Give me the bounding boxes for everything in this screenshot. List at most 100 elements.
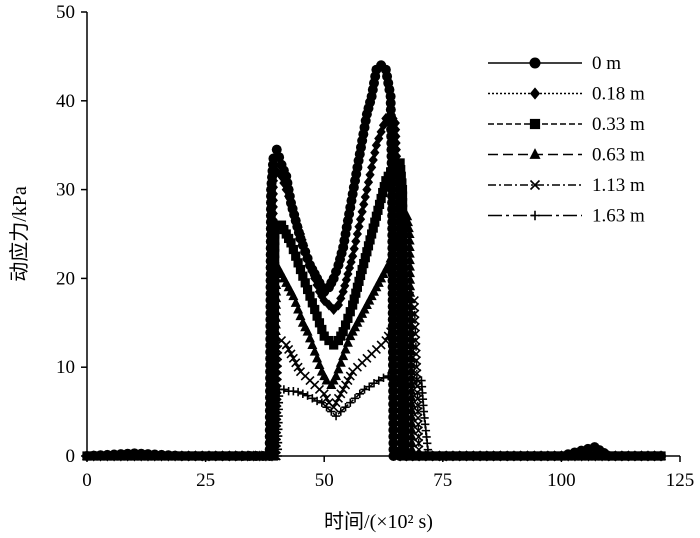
data-point-plus — [279, 385, 289, 394]
data-point-x — [293, 362, 303, 372]
data-point-x — [331, 398, 341, 408]
data-point-square — [398, 210, 408, 221]
data-point-plus — [384, 371, 393, 381]
data-point-triangle — [270, 338, 281, 349]
data-point-diamond — [368, 154, 378, 166]
data-point-diamond — [393, 216, 403, 228]
data-point-triangle — [405, 332, 416, 343]
data-point-triangle — [406, 391, 417, 402]
x-axis-title: 时间/(×10² s) — [324, 510, 433, 533]
data-point-x — [273, 344, 283, 355]
data-point-diamond — [393, 210, 403, 222]
data-point-diamond — [272, 166, 282, 178]
data-point-x — [400, 300, 410, 310]
data-point-x — [272, 371, 282, 381]
data-point-circle — [529, 57, 541, 69]
data-point-square — [312, 311, 322, 321]
data-point-plus — [317, 398, 327, 407]
data-point-triangle — [338, 350, 349, 361]
data-point-triangle — [405, 319, 416, 330]
data-point-diamond — [346, 256, 356, 268]
data-point-square — [300, 278, 310, 288]
data-point-square — [399, 405, 410, 416]
data-point-x — [345, 371, 355, 381]
data-point-square — [370, 217, 380, 227]
data-point-plus — [374, 376, 383, 385]
data-point-square — [379, 182, 389, 192]
data-point-diamond — [386, 108, 396, 120]
x-tick-label: 25 — [196, 470, 215, 491]
data-point-plus — [293, 387, 303, 397]
data-point-triangle — [385, 252, 396, 263]
data-point-x — [272, 358, 283, 368]
data-point-square — [397, 178, 407, 188]
data-point-square — [360, 253, 370, 263]
data-point-square — [399, 392, 409, 403]
data-point-triangle — [403, 222, 414, 233]
data-point-diamond — [268, 188, 278, 200]
data-point-square — [398, 256, 408, 266]
data-point-diamond — [376, 126, 386, 138]
data-point-plus — [530, 210, 540, 221]
data-point-triangle — [342, 337, 353, 347]
data-point-triangle — [271, 285, 282, 296]
data-point-x — [338, 384, 348, 394]
data-point-triangle — [405, 267, 416, 278]
data-point-square — [355, 270, 366, 281]
data-point-square — [398, 236, 408, 247]
data-point-diamond — [336, 292, 346, 304]
data-point-triangle — [404, 234, 415, 245]
data-point-plus — [393, 376, 402, 385]
data-point-square — [305, 291, 315, 301]
data-point-square — [395, 158, 405, 168]
data-point-triangle — [271, 272, 282, 283]
data-point-square — [310, 304, 320, 315]
data-point-diamond — [307, 266, 317, 278]
data-point-diamond — [395, 411, 405, 423]
data-point-square — [398, 288, 409, 299]
data-point-diamond — [391, 137, 401, 149]
data-point-square — [398, 308, 409, 318]
data-point-triangle — [406, 365, 417, 376]
data-point-plus — [398, 378, 407, 388]
data-point-triangle — [405, 273, 416, 284]
data-point-square — [270, 229, 280, 239]
data-point-triangle — [403, 216, 414, 227]
data-point-diamond — [394, 385, 405, 397]
data-point-triangle — [270, 325, 281, 336]
data-point-x — [402, 296, 412, 306]
data-point-square — [359, 259, 369, 269]
data-point-diamond — [268, 214, 278, 226]
data-point-square — [270, 248, 280, 259]
data-point-x — [386, 327, 396, 337]
data-point-square — [400, 444, 410, 455]
data-point-plus — [365, 382, 374, 391]
data-point-diamond — [394, 366, 404, 378]
data-point-diamond — [291, 215, 301, 227]
data-point-square — [291, 251, 301, 261]
data-point-triangle — [271, 305, 282, 316]
legend-item: 0.63 m — [488, 145, 645, 166]
data-point-square — [399, 373, 409, 383]
data-point-diamond — [393, 275, 404, 287]
data-point-plus — [388, 373, 398, 383]
y-tick-label: 10 — [56, 357, 75, 378]
data-point-triangle — [405, 326, 416, 336]
y-tick-label: 40 — [56, 91, 75, 112]
data-point-diamond — [395, 417, 405, 430]
data-point-x — [388, 322, 398, 332]
data-point-square — [329, 340, 339, 350]
data-point-triangle — [331, 370, 342, 381]
data-point-triangle — [404, 254, 415, 265]
data-point-square — [340, 320, 351, 330]
data-point-square — [362, 247, 372, 257]
data-point-triangle — [406, 411, 417, 421]
data-point-square — [367, 229, 377, 239]
data-point-triangle — [405, 306, 416, 317]
data-point-plus — [403, 380, 412, 390]
data-point-square — [399, 327, 409, 338]
data-point-diamond — [393, 255, 403, 267]
data-point-square — [399, 340, 409, 351]
data-point-square — [298, 271, 308, 281]
data-point-x — [529, 179, 541, 191]
